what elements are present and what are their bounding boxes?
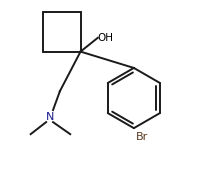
Text: OH: OH bbox=[98, 33, 114, 43]
Text: N: N bbox=[45, 112, 54, 122]
Text: Br: Br bbox=[136, 132, 148, 142]
